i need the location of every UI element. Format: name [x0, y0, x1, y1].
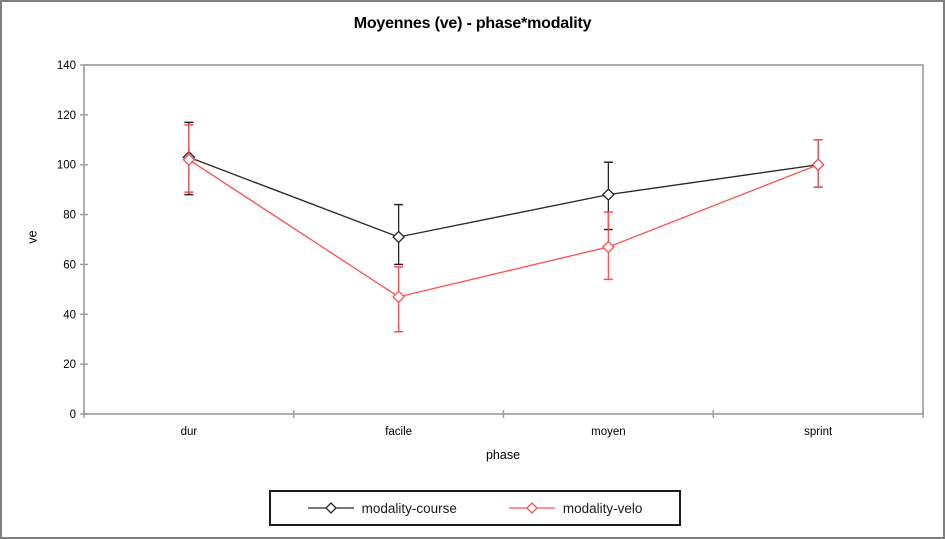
series-line — [188, 159, 819, 298]
y-tick-label: 0 — [70, 409, 76, 421]
diamond-marker — [811, 158, 825, 172]
y-tick-label: 100 — [57, 160, 76, 172]
y-axis-label: ve — [25, 230, 40, 244]
diamond-marker — [392, 290, 406, 304]
y-tick-label: 80 — [63, 210, 76, 222]
x-axis-label: phase — [485, 448, 521, 462]
legend-entry-modality-velo: modality-velo — [508, 500, 643, 516]
diamond-marker — [392, 230, 406, 244]
chart-title: Moyennes (ve) - phase*modality — [353, 15, 592, 32]
y-tick-label: 120 — [57, 110, 76, 122]
legend-line-diamond-icon — [307, 502, 354, 514]
diamond-marker — [182, 153, 196, 167]
y-tick-label: 20 — [63, 359, 76, 371]
plot-border — [83, 64, 924, 415]
y-tick-label: 60 — [63, 259, 76, 271]
legend-line-diamond-icon — [508, 502, 555, 514]
series-modality-course — [182, 121, 825, 266]
diamond-marker — [601, 188, 615, 202]
x-category-label: sprint — [804, 426, 833, 438]
y-tick-label: 140 — [57, 60, 76, 72]
x-category-label: moyen — [591, 426, 626, 438]
series-line — [188, 156, 819, 238]
legend-label: modality-velo — [562, 500, 643, 516]
legend-entry-modality-course: modality-course — [307, 500, 457, 516]
x-category-label: facile — [385, 426, 412, 438]
diamond-marker — [601, 240, 615, 254]
y-tick-label: 40 — [63, 309, 76, 321]
legend: modality-course modality-velo — [269, 490, 681, 526]
legend-label: modality-course — [361, 500, 457, 516]
x-category-label: dur — [181, 426, 198, 438]
series-modality-velo — [182, 124, 825, 333]
